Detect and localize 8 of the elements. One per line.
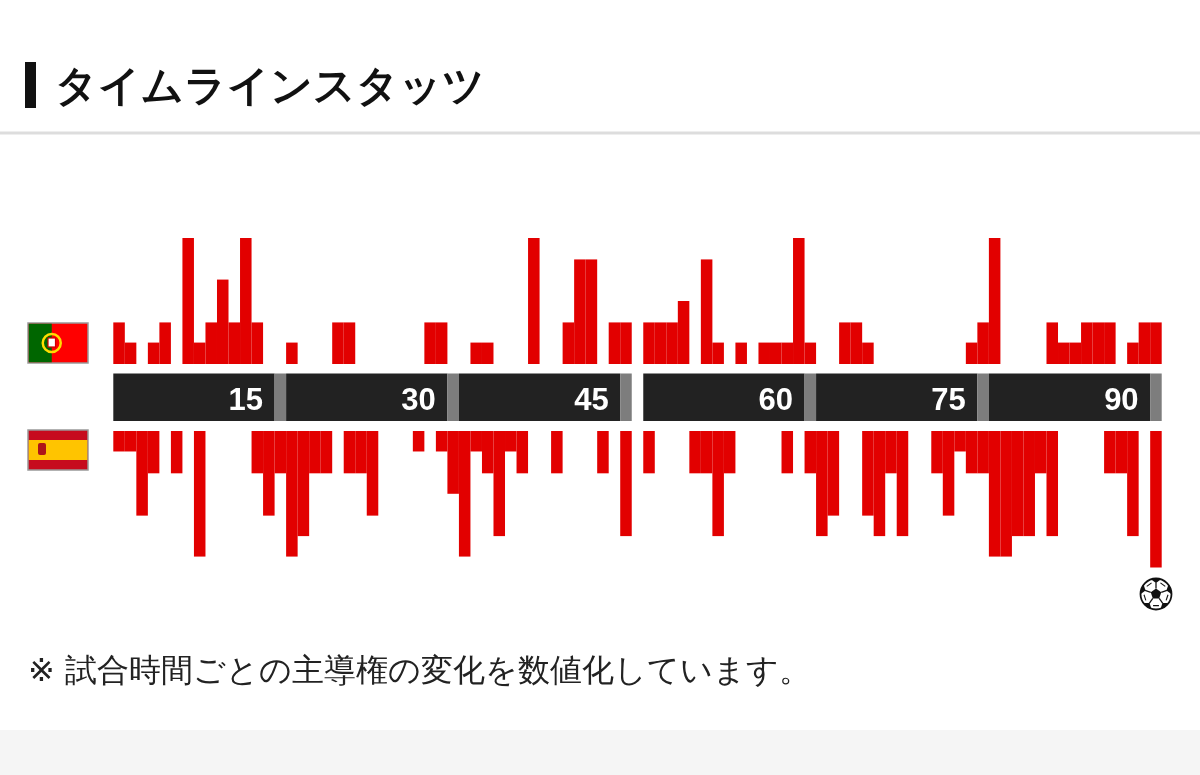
x-tick-label: 75 [931, 381, 966, 417]
title: タイムラインスタッツ [55, 61, 485, 110]
annotation: ※ 試合時間ごとの主導権の変化を数値化しています。 [28, 651, 811, 689]
x-tick-label: 90 [1104, 381, 1139, 417]
x-tick-label: 30 [401, 381, 436, 417]
x-tick-label: 45 [574, 381, 609, 417]
x-tick-label: 15 [228, 381, 264, 417]
x-tick-label: 60 [758, 381, 793, 417]
